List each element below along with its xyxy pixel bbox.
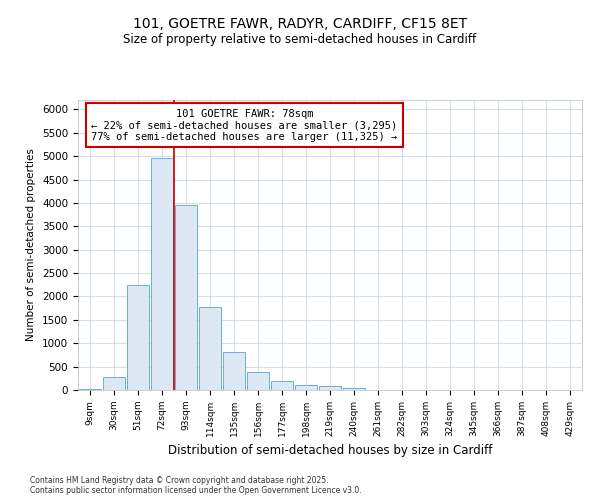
Bar — [199, 306, 221, 390]
Bar — [127, 285, 149, 390]
Bar — [247, 372, 269, 390]
Y-axis label: Number of semi-detached properties: Number of semi-detached properties — [26, 148, 37, 342]
Bar — [223, 352, 245, 390]
Bar — [271, 380, 293, 390]
Bar — [79, 389, 101, 390]
Text: 101 GOETRE FAWR: 78sqm
← 22% of semi-detached houses are smaller (3,295)
77% of : 101 GOETRE FAWR: 78sqm ← 22% of semi-det… — [91, 108, 397, 142]
Bar — [103, 377, 125, 390]
Text: Contains HM Land Registry data © Crown copyright and database right 2025.
Contai: Contains HM Land Registry data © Crown c… — [30, 476, 362, 495]
Bar — [295, 385, 317, 390]
X-axis label: Distribution of semi-detached houses by size in Cardiff: Distribution of semi-detached houses by … — [168, 444, 492, 458]
Bar — [343, 388, 365, 390]
Bar — [151, 158, 173, 390]
Bar — [319, 386, 341, 390]
Bar — [175, 205, 197, 390]
Text: Size of property relative to semi-detached houses in Cardiff: Size of property relative to semi-detach… — [124, 32, 476, 46]
Text: 101, GOETRE FAWR, RADYR, CARDIFF, CF15 8ET: 101, GOETRE FAWR, RADYR, CARDIFF, CF15 8… — [133, 18, 467, 32]
